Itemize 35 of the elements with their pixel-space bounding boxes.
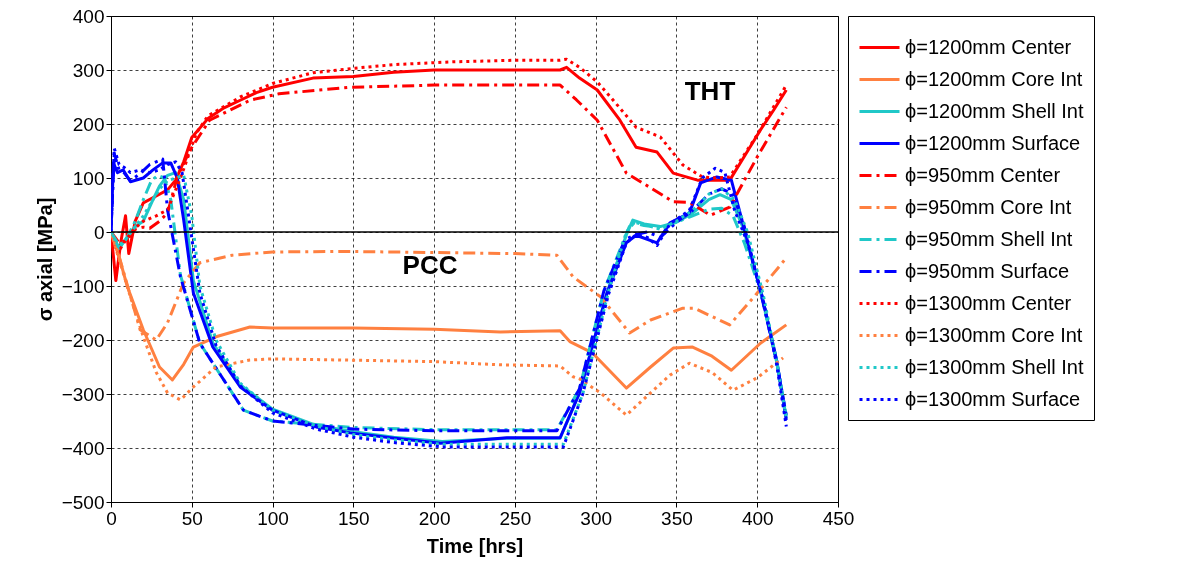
annotation: THT (684, 76, 736, 106)
legend-label: ϕ=1200mm Core Int (905, 67, 1083, 90)
x-tick-label: 200 (418, 507, 451, 529)
x-tick-label: 250 (499, 507, 532, 529)
y-tick-label: 400 (72, 5, 105, 27)
y-tick-label: −200 (61, 329, 105, 351)
y-tick-label: −500 (61, 491, 105, 513)
legend-label: ϕ=950mm Core Int (905, 195, 1072, 218)
legend-label: ϕ=950mm Center (905, 163, 1061, 186)
y-tick-label: −400 (61, 437, 105, 459)
legend-label: ϕ=1200mm Center (905, 35, 1072, 58)
y-axis-title: σ axial [MPa] (33, 197, 56, 322)
x-tick-label: 300 (580, 507, 613, 529)
y-tick-label: 300 (72, 59, 105, 81)
annotation: PCC (402, 250, 458, 280)
legend-label: ϕ=1300mm Surface (905, 387, 1081, 410)
x-tick-label: 350 (661, 507, 693, 529)
legend-label: ϕ=1200mm Shell Int (905, 99, 1084, 122)
legend-label: ϕ=1300mm Core Int (905, 323, 1083, 346)
legend-label: ϕ=1300mm Shell Int (905, 355, 1084, 378)
y-tick-label: 200 (72, 113, 105, 135)
y-tick-label: 0 (93, 221, 105, 243)
x-tick-label: 100 (257, 507, 289, 529)
x-tick-label: 50 (181, 507, 203, 529)
x-axis-title: Time [hrs] (426, 534, 524, 557)
x-tick-label: 150 (337, 507, 370, 529)
legend-label: ϕ=1200mm Surface (905, 131, 1081, 154)
y-tick-label: −300 (61, 383, 105, 405)
y-tick-label: −100 (61, 275, 105, 297)
x-tick-label: 400 (741, 507, 774, 529)
x-tick-label: 450 (822, 507, 855, 529)
legend-label: ϕ=950mm Shell Int (905, 227, 1073, 250)
y-tick-label: 100 (72, 167, 105, 189)
legend-label: ϕ=950mm Surface (905, 259, 1070, 282)
legend-label: ϕ=1300mm Center (905, 291, 1072, 314)
